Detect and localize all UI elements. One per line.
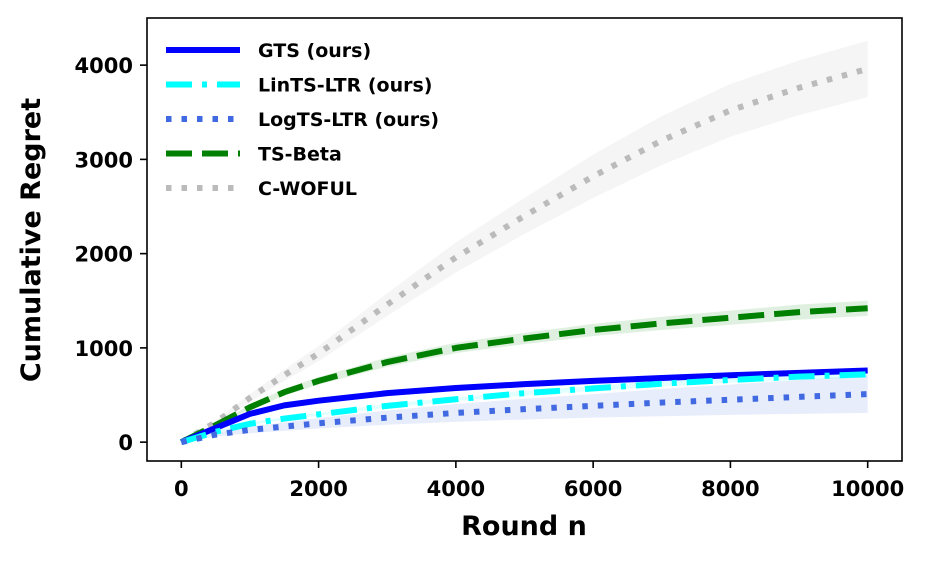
x-tick-label: 2000 (289, 477, 347, 501)
legend-label-0: GTS (ours) (258, 40, 371, 62)
legend-label-2: LogTS-LTR (ours) (258, 109, 439, 131)
band-series-4 (181, 40, 868, 443)
x-tick-label: 8000 (701, 477, 759, 501)
x-tick-label: 4000 (427, 477, 485, 501)
x-axis-title: Round n (461, 511, 587, 542)
y-tick-label: 1000 (75, 337, 133, 361)
series-lines (179, 66, 869, 446)
line-series-4 (179, 66, 869, 445)
line-series-1 (180, 371, 868, 446)
plot-frame (146, 17, 903, 462)
x-tick-label: 10000 (831, 477, 904, 501)
legend-label-3: TS-Beta (258, 144, 342, 166)
y-tick-label: 0 (118, 431, 133, 455)
x-tick-label: 0 (174, 477, 189, 501)
y-tick-label: 3000 (75, 148, 133, 172)
legend-label-4: C-WOFUL (258, 178, 357, 200)
line-series-3 (179, 305, 868, 445)
y-tick-label: 4000 (75, 54, 133, 78)
legend-label-1: LinTS-LTR (ours) (258, 75, 432, 97)
legend: GTS (ours) LinTS-LTR (ours) LogTS-LTR (our… (166, 40, 439, 200)
x-axis-ticks: 0 2000 4000 6000 8000 10000 (174, 461, 904, 501)
y-axis-title: Cumulative Regret (16, 98, 47, 382)
x-tick-label: 6000 (564, 477, 622, 501)
y-axis-ticks: 0 1000 2000 3000 4000 (75, 54, 147, 455)
line-series-0 (180, 367, 868, 445)
y-tick-label: 2000 (75, 243, 133, 267)
